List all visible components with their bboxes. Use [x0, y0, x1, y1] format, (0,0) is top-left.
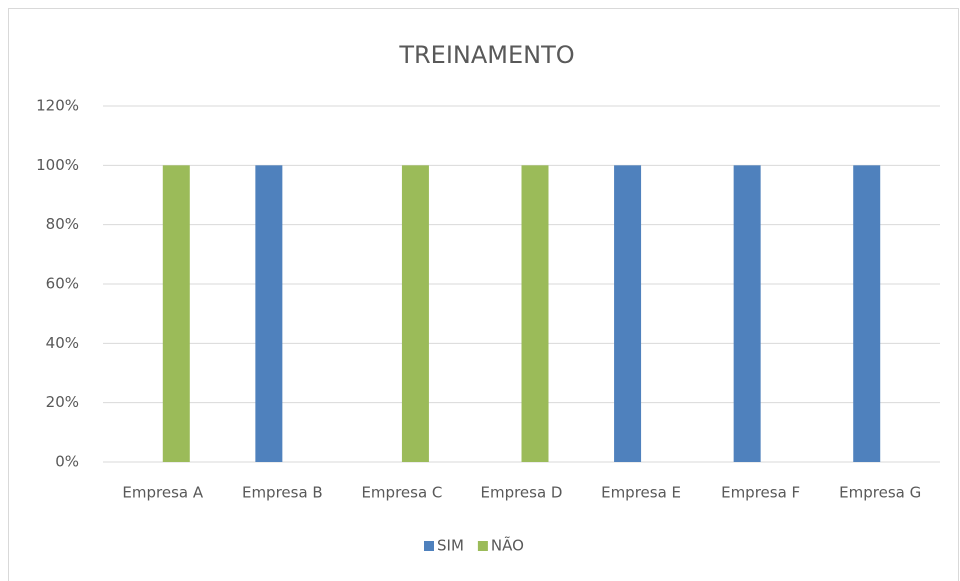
legend-label: SIM	[437, 537, 464, 555]
legend-swatch	[424, 541, 434, 551]
bar	[614, 165, 642, 463]
legend-swatch	[477, 541, 488, 551]
x-tick-label: Empresa F	[721, 484, 800, 502]
chart-title: TREINAMENTO	[398, 41, 574, 69]
bar	[255, 165, 283, 463]
y-tick-label: 60%	[46, 275, 79, 293]
y-tick-label: 120%	[36, 97, 79, 115]
x-tick-label: Empresa G	[839, 484, 921, 502]
bar	[521, 165, 549, 463]
legend-label: NÃO	[491, 536, 524, 555]
bar	[733, 165, 761, 463]
x-tick-label: Empresa A	[122, 484, 203, 502]
y-tick-label: 0%	[55, 453, 79, 471]
x-tick-label: Empresa B	[242, 484, 323, 502]
y-tick-label: 80%	[46, 215, 79, 233]
x-tick-label: Empresa E	[601, 484, 681, 502]
x-tick-label: Empresa D	[480, 484, 562, 502]
y-tick-label: 100%	[36, 156, 79, 174]
y-tick-label: 40%	[46, 334, 79, 352]
bar	[401, 165, 429, 463]
bar	[162, 165, 190, 463]
bar	[853, 165, 881, 463]
x-tick-label: Empresa C	[361, 484, 442, 502]
y-tick-label: 20%	[46, 393, 79, 411]
